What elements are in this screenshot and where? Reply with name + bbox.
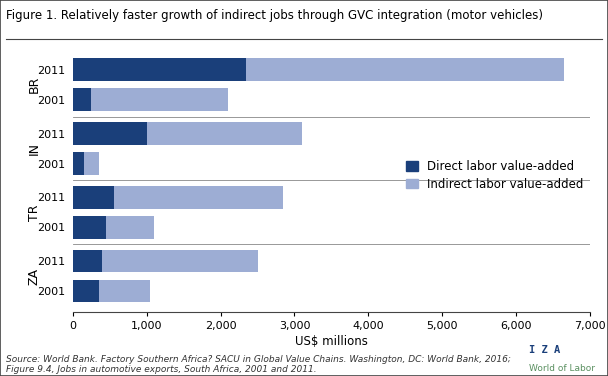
- Bar: [114, 186, 283, 209]
- Legend: Direct labor value-added, Indirect labor value-added: Direct labor value-added, Indirect labor…: [406, 160, 584, 191]
- Bar: [91, 88, 228, 111]
- Bar: [73, 58, 246, 81]
- Text: Source: World Bank. Factory Southern Africa? SACU in Global Value Chains. Washin: Source: World Bank. Factory Southern Afr…: [6, 355, 511, 374]
- Bar: [73, 88, 91, 111]
- Bar: [103, 250, 258, 273]
- Bar: [73, 216, 106, 239]
- Bar: [98, 280, 150, 303]
- Text: TR: TR: [28, 204, 41, 221]
- Bar: [147, 122, 302, 145]
- Bar: [73, 152, 84, 175]
- Text: World of Labor: World of Labor: [529, 364, 595, 373]
- Text: ZA: ZA: [28, 268, 41, 285]
- Bar: [73, 186, 114, 209]
- Text: BR: BR: [28, 76, 41, 93]
- Bar: [84, 152, 98, 175]
- Bar: [73, 122, 147, 145]
- Text: IN: IN: [28, 142, 41, 155]
- X-axis label: US$ millions: US$ millions: [295, 335, 368, 348]
- Bar: [73, 280, 98, 303]
- Bar: [73, 250, 103, 273]
- Text: Figure 1. Relatively faster growth of indirect jobs through GVC integration (mot: Figure 1. Relatively faster growth of in…: [6, 9, 543, 23]
- Text: I Z A: I Z A: [529, 345, 560, 355]
- Bar: [246, 58, 564, 81]
- Bar: [106, 216, 154, 239]
